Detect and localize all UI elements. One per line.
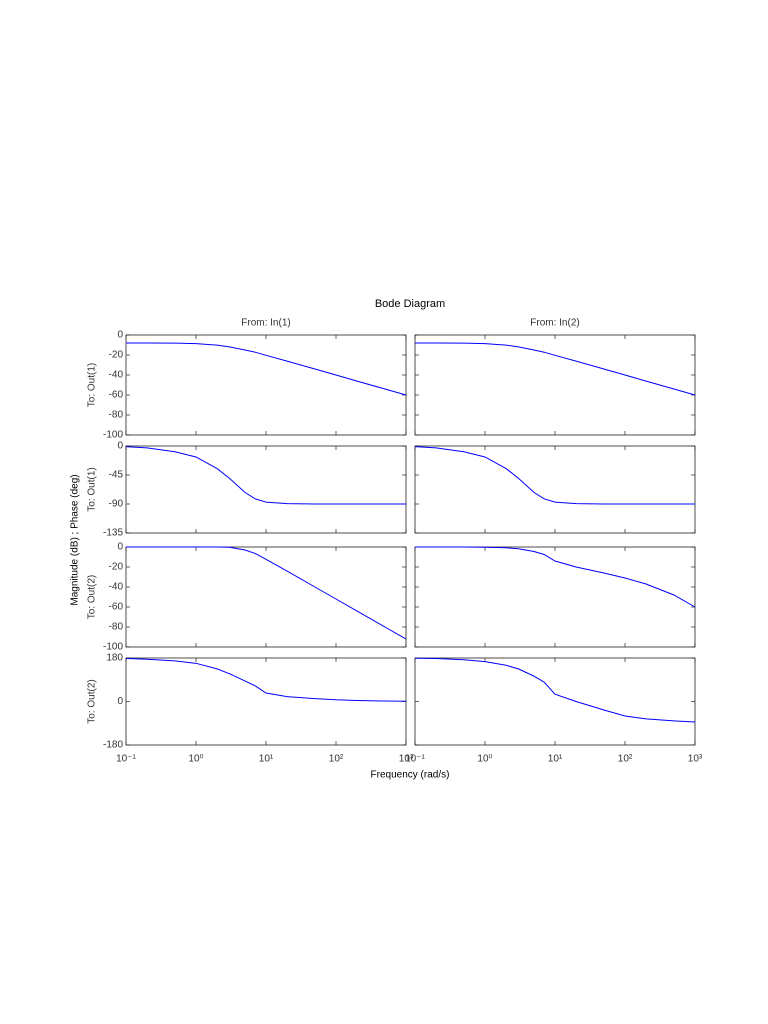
response-line [414, 657, 696, 723]
y-tick-label: 0 [117, 542, 123, 553]
axes-frame [414, 657, 696, 746]
x-tick-label: 10² [618, 754, 633, 765]
y-tick-label: -20 [109, 350, 124, 361]
y-tick-label: -40 [109, 370, 124, 381]
y-tick-label: -60 [109, 602, 124, 613]
y-tick-label: -90 [109, 499, 124, 510]
axes-frame [125, 546, 407, 648]
response-line [126, 546, 407, 640]
response-line [414, 342, 696, 396]
response-line [125, 446, 406, 505]
row-label: To: Out(1) [87, 363, 98, 407]
y-tick-label: -100 [103, 430, 123, 441]
y-tick-label: -60 [109, 390, 124, 401]
y-tick-label: -180 [103, 740, 123, 751]
response-line [125, 342, 407, 396]
y-tick-label: 0 [117, 330, 123, 341]
column-title: From: In(2) [530, 318, 579, 329]
y-tick-label: -45 [109, 470, 124, 481]
response-line [125, 657, 407, 702]
axes-frame [125, 334, 407, 436]
y-tick-label: -80 [109, 410, 124, 421]
row-label: To: Out(1) [87, 467, 98, 511]
axes-frame [414, 445, 696, 534]
column-title: From: In(1) [241, 318, 290, 329]
x-tick-label: 10¹ [259, 754, 274, 765]
response-line [415, 546, 696, 608]
y-tick-label: -40 [109, 582, 124, 593]
x-tick-label: 10³ [399, 754, 414, 765]
axes-frame [125, 657, 407, 746]
row-label: To: Out(2) [87, 575, 98, 619]
row-label: To: Out(2) [87, 679, 98, 723]
x-tick-label: 10² [329, 754, 344, 765]
chart-title: Bode Diagram [375, 298, 445, 310]
y-tick-label: -135 [103, 528, 123, 539]
response-line [414, 446, 695, 505]
axes-frame [125, 445, 407, 534]
y-tick-label: 180 [106, 653, 123, 664]
y-tick-label: -20 [109, 562, 124, 573]
x-tick-label: 10³ [688, 754, 703, 765]
y-tick-label: -80 [109, 622, 124, 633]
x-tick-label: 10⁻¹ [116, 754, 136, 765]
axes-frame [414, 546, 696, 648]
x-axis-label: Frequency (rad/s) [371, 770, 450, 781]
x-tick-label: 10¹ [548, 754, 563, 765]
x-tick-label: 10⁻¹ [405, 754, 425, 765]
x-tick-label: 10⁰ [477, 754, 492, 765]
x-tick-label: 10⁰ [188, 754, 203, 765]
y-tick-label: 0 [117, 696, 123, 707]
y-tick-label: -100 [103, 642, 123, 653]
axes-frame [414, 334, 696, 436]
y-tick-label: 0 [117, 441, 123, 452]
y-axis-label: Magnitude (dB) ; Phase (deg) [70, 474, 81, 605]
